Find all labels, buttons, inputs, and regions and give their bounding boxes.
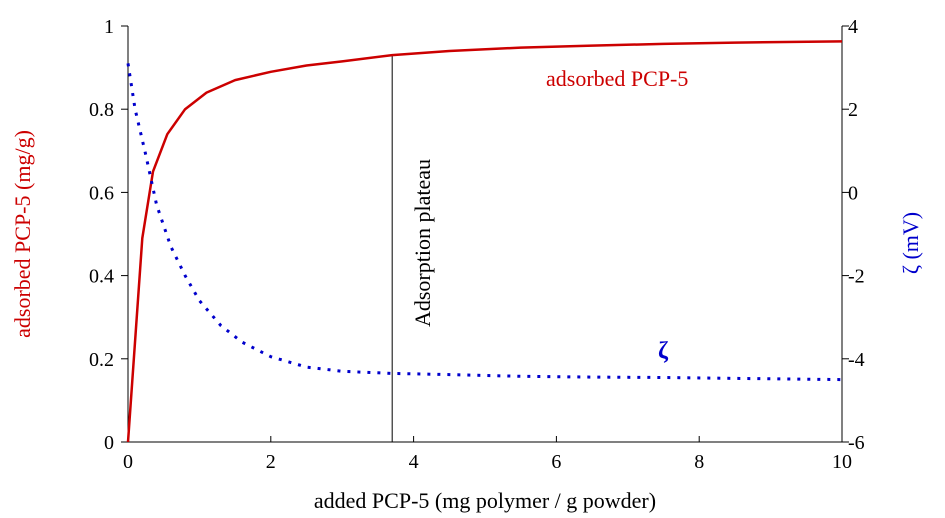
right-y-tick-label: 4 [848,16,858,38]
x-tick-label: 6 [551,451,561,473]
right-y-tick-label: -2 [848,266,865,288]
right-y-ticks: -6 -4 -2 0 2 4 [842,16,865,454]
right-y-tick-label: -6 [848,432,865,454]
right-y-tick-label: 0 [848,182,858,204]
x-tick-label: 2 [266,451,276,473]
x-tick-label: 8 [694,451,704,473]
x-tick-label: 10 [832,451,852,473]
right-y-axis-label: ζ (mV) [898,212,923,274]
right-y-tick-label: -4 [848,349,865,371]
left-y-tick-label: 0.6 [89,182,114,204]
left-y-tick-label: 0.4 [89,266,114,288]
adsorbed-series-label: adsorbed PCP-5 [546,66,688,91]
right-y-tick-label: 2 [848,99,858,121]
zeta-series-label: ζ [658,338,669,364]
left-y-tick-label: 0 [104,432,114,454]
left-y-tick-label: 1 [104,16,114,38]
zeta-potential-line [126,63,843,382]
plateau-annotation: Adsorption plateau [410,159,435,327]
adsorbed-pcp5-line [126,40,843,443]
left-y-tick-label: 0.2 [89,349,114,371]
x-axis-label: added PCP-5 (mg polymer / g powder) [314,488,656,513]
x-tick-label: 4 [409,451,419,473]
x-ticks: 0 2 4 6 8 10 [123,436,852,473]
series-layer [126,40,843,443]
left-y-ticks: 0 0.2 0.4 0.6 0.8 1 [89,16,128,454]
left-y-tick-label: 0.8 [89,99,114,121]
left-y-axis-label: adsorbed PCP-5 (mg/g) [10,130,35,338]
x-tick-label: 0 [123,451,133,473]
